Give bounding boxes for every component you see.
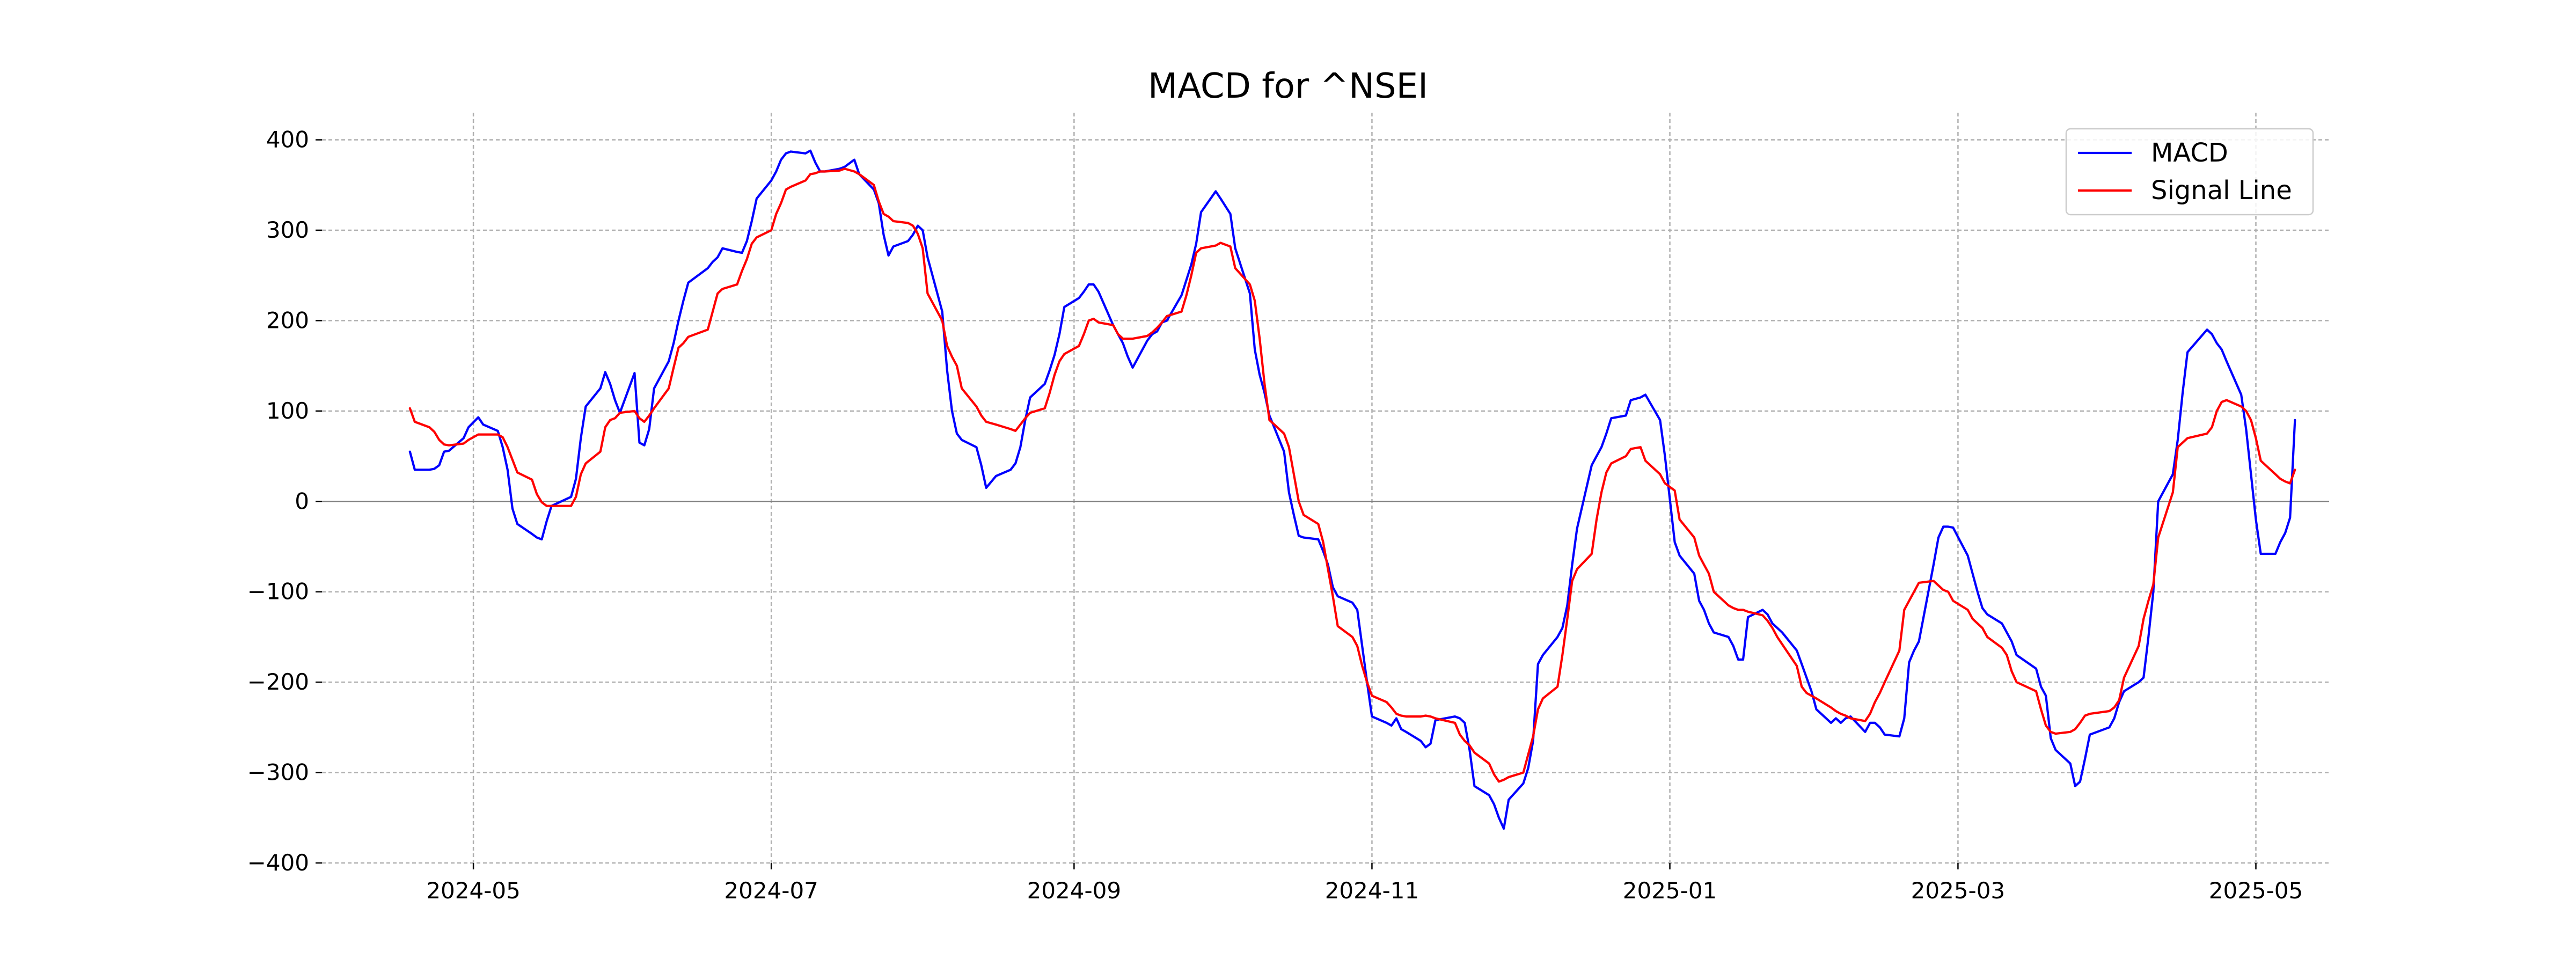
y-axis: −400 −300 −200 −100 0 100 200 300 400 xyxy=(247,127,322,876)
y-tick-label: 300 xyxy=(266,217,309,243)
x-tick-label: 2024-07 xyxy=(724,877,818,904)
x-tick-label: 2024-05 xyxy=(426,877,521,904)
x-axis: 2024-05 2024-07 2024-09 2024-11 2025-01 2025-… xyxy=(426,863,2303,904)
x-tick-label: 2025-05 xyxy=(2209,877,2303,904)
y-tick-label: −200 xyxy=(247,669,309,695)
x-tick-label: 2024-11 xyxy=(1325,877,1419,904)
y-tick-label: 200 xyxy=(266,307,309,333)
x-gridlines xyxy=(472,113,2257,863)
x-tick-label: 2025-01 xyxy=(1623,877,1717,904)
macd-line xyxy=(408,149,2296,830)
x-tick-label: 2025-03 xyxy=(1911,877,2006,904)
y-tick-label: −300 xyxy=(247,759,309,786)
x-tick-label: 2024-09 xyxy=(1027,877,1122,904)
y-tick-label: −100 xyxy=(247,579,309,605)
legend-label-signal-line: Signal Line xyxy=(2151,175,2292,206)
legend: MACD Signal Line xyxy=(2065,128,2314,216)
legend-label-macd: MACD xyxy=(2151,138,2228,168)
signal-line-line xyxy=(408,167,2296,783)
chart-title: MACD for ^NSEI xyxy=(1148,67,1428,106)
y-tick-label: −400 xyxy=(247,850,309,876)
y-tick-label: 400 xyxy=(266,127,309,153)
series-lines xyxy=(408,149,2296,830)
y-tick-label: 100 xyxy=(266,398,309,424)
y-tick-label: 0 xyxy=(295,488,309,514)
legend-box xyxy=(2065,128,2314,216)
